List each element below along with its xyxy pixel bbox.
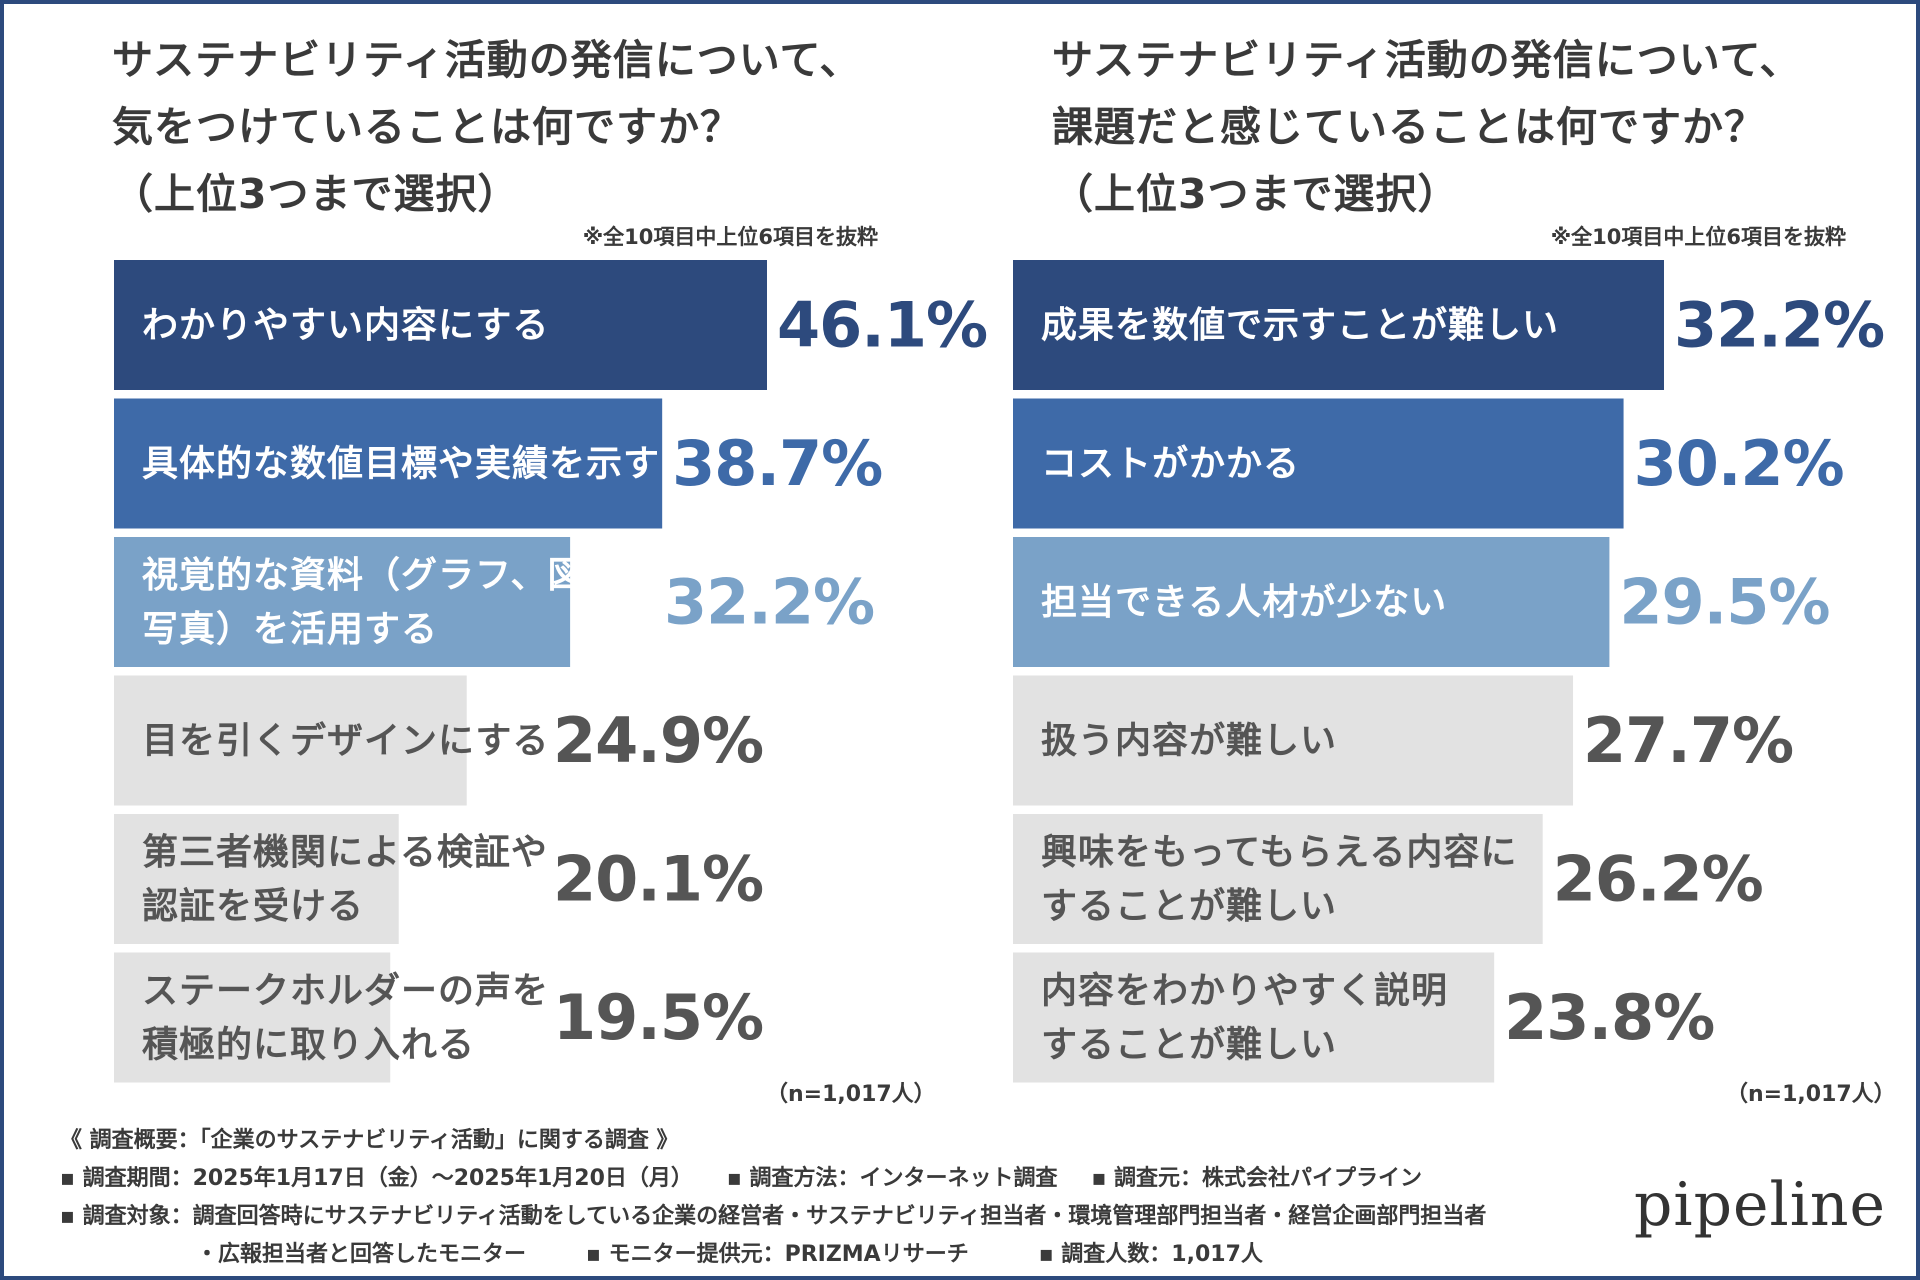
right-bar-label-3: 担当できる人材が少ない bbox=[1041, 582, 1447, 623]
left-bar-label-2: 具体的な数値目標や実績を示す bbox=[142, 443, 660, 484]
left-bar-label-5-line-1: 第三者機関による検証や bbox=[142, 832, 548, 873]
left-bar-label-4: 目を引くデザインにする bbox=[142, 719, 549, 761]
right-bar-label-1: 成果を数値で示すことが難しい bbox=[1041, 305, 1559, 346]
left-bar-label-6: ステークホルダーの声を積極的に取り入れる bbox=[142, 970, 549, 1065]
right-value-label-2: 30.2% bbox=[1634, 427, 1844, 500]
left-chart-title: サステナビリティ活動の発信について、 気をつけていることは何ですか？ （上位3つ… bbox=[112, 27, 861, 228]
left-bar-label-6-line-1: ステークホルダーの声を bbox=[142, 970, 549, 1011]
right-bar-label-5-line-2: することが難しい bbox=[1041, 886, 1337, 927]
left-bar-2 bbox=[114, 398, 663, 529]
right-bar-3 bbox=[1013, 537, 1610, 667]
right-bar-2 bbox=[1013, 398, 1624, 529]
right-bar-5 bbox=[1013, 814, 1543, 944]
left-bar-5 bbox=[114, 814, 399, 944]
right-bar-label-6: 内容をわかりやすく説明することが難しい bbox=[1041, 970, 1448, 1065]
left-title-line-2: 気をつけていることは何ですか？ bbox=[112, 103, 742, 151]
survey-line-1: ▪ 調査期間：2025年1月17日（金）〜2025年1月20日（月） ▪ 調査方法… bbox=[60, 1160, 1620, 1198]
left-bar-label-3-line-2: 写真）を活用する bbox=[142, 609, 438, 650]
right-bar-label-2: コストがかかる bbox=[1041, 443, 1300, 484]
right-bar-label-6-line-2: することが難しい bbox=[1041, 1024, 1337, 1065]
right-title-line-3: （上位3つまで選択） bbox=[1052, 170, 1460, 218]
left-bar-label-5-line-2: 認証を受ける bbox=[142, 886, 364, 927]
right-value-label-5: 26.2% bbox=[1553, 843, 1763, 916]
right-bar-label-3-line-1: 担当できる人材が少ない bbox=[1041, 582, 1447, 623]
left-bar-chart: わかりやすい内容にする 46.1%具体的な数値目標や実績を示す 38.7%視覚的な資… bbox=[114, 260, 988, 1083]
right-value-label-6: 23.8% bbox=[1504, 981, 1714, 1054]
survey-target-cont: ・広報担当者と回答したモニター bbox=[196, 1242, 527, 1267]
right-note: ※全10項目中上位6項目を抜粋 bbox=[1550, 225, 1846, 249]
right-bar-label-5-line-1: 興味をもってもらえる内容に bbox=[1041, 832, 1517, 873]
left-note: ※全10項目中上位6項目を抜粋 bbox=[582, 225, 878, 249]
left-value-label-6: 19.5% bbox=[553, 981, 763, 1054]
right-title-line-2: 課題だと感じていることは何ですか？ bbox=[1052, 103, 1766, 151]
left-bar-4 bbox=[114, 675, 467, 806]
left-bar-3 bbox=[114, 537, 571, 667]
survey-count: ▪ 調査人数：1,017人 bbox=[1038, 1242, 1263, 1267]
left-value-label-4: 24.9% bbox=[553, 704, 763, 777]
right-bar-label-4-line-1: 扱う内容が難しい bbox=[1041, 720, 1337, 761]
survey-source: ▪ 調査元：株式会社パイプライン bbox=[1091, 1166, 1423, 1191]
left-value-label-2: 38.7% bbox=[672, 427, 882, 500]
survey-line-3: ・広報担当者と回答したモニター ▪ モニター提供元：PRIZMAリサーチ ▪ 調査人… bbox=[60, 1236, 1620, 1274]
right-bar-6 bbox=[1013, 952, 1495, 1083]
survey-period: ▪ 調査期間：2025年1月17日（金）〜2025年1月20日（月） bbox=[60, 1166, 693, 1191]
left-value-label-3: 32.2% bbox=[664, 566, 874, 639]
right-bar-label-1-line-1: 成果を数値で示すことが難しい bbox=[1041, 305, 1559, 346]
left-title-line-3: （上位3つまで選択） bbox=[112, 170, 520, 218]
left-bar-6 bbox=[114, 952, 391, 1083]
right-bar-4 bbox=[1013, 675, 1574, 806]
left-bar-label-1: わかりやすい内容にする bbox=[142, 305, 549, 346]
right-value-label-4: 27.7% bbox=[1583, 704, 1793, 777]
right-bar-label-5: 興味をもってもらえる内容にすることが難しい bbox=[1041, 832, 1517, 927]
right-value-label-1: 32.2% bbox=[1674, 289, 1884, 362]
left-bar-1 bbox=[114, 260, 767, 390]
left-bar-label-4-line-1: 目を引くデザインにする bbox=[142, 719, 549, 761]
pipeline-logo: pipeline bbox=[1634, 1170, 1887, 1240]
right-bar-label-2-line-1: コストがかかる bbox=[1041, 443, 1300, 484]
survey-heading: 《 調査概要：「企業のサステナビリティ活動」に関する調査 》 bbox=[60, 1128, 679, 1153]
left-bar-label-1-line-1: わかりやすい内容にする bbox=[142, 305, 549, 346]
right-chart-title: サステナビリティ活動の発信について、 課題だと感じていることは何ですか？ （上位… bbox=[1052, 27, 1801, 228]
left-bar-label-3-line-1: 視覚的な資料（グラフ、図表、 bbox=[142, 555, 659, 596]
right-bar-label-4: 扱う内容が難しい bbox=[1041, 720, 1337, 761]
survey-target: ▪ 調査対象：調査回答時にサステナビリティ活動をしている企業の経営者・サステナビ… bbox=[60, 1204, 1487, 1229]
left-bar-label-5: 第三者機関による検証や認証を受ける bbox=[142, 832, 548, 927]
left-bar-label-2-line-1: 具体的な数値目標や実績を示す bbox=[142, 443, 660, 484]
right-title-line-1: サステナビリティ活動の発信について、 bbox=[1052, 36, 1802, 84]
right-value-label-3: 29.5% bbox=[1619, 566, 1829, 639]
left-bar-label-3: 視覚的な資料（グラフ、図表、写真）を活用する bbox=[142, 555, 659, 650]
left-sample-size: （n=1,017人） bbox=[766, 1082, 936, 1107]
right-sample-size: （n=1,017人） bbox=[1726, 1082, 1896, 1107]
survey-provider: ▪ モニター提供元：PRIZMAリサーチ bbox=[586, 1242, 969, 1267]
left-title-line-1: サステナビリティ活動の発信について、 bbox=[112, 36, 862, 84]
right-bar-1 bbox=[1013, 260, 1664, 390]
right-bar-label-6-line-1: 内容をわかりやすく説明 bbox=[1041, 970, 1448, 1011]
left-bar-label-6-line-2: 積極的に取り入れる bbox=[142, 1024, 475, 1065]
left-value-label-5: 20.1% bbox=[553, 843, 763, 916]
survey-summary: 《 調査概要：「企業のサステナビリティ活動」に関する調査 》 ▪ 調査期間：20… bbox=[60, 1122, 1620, 1274]
left-value-label-1: 46.1% bbox=[777, 289, 987, 362]
survey-method: ▪ 調査方法：インターネット調査 bbox=[726, 1166, 1058, 1191]
right-bar-chart: 成果を数値で示すことが難しい 32.2% コストがかかる 30.2% 担当できる人材が少… bbox=[1013, 260, 1885, 1083]
